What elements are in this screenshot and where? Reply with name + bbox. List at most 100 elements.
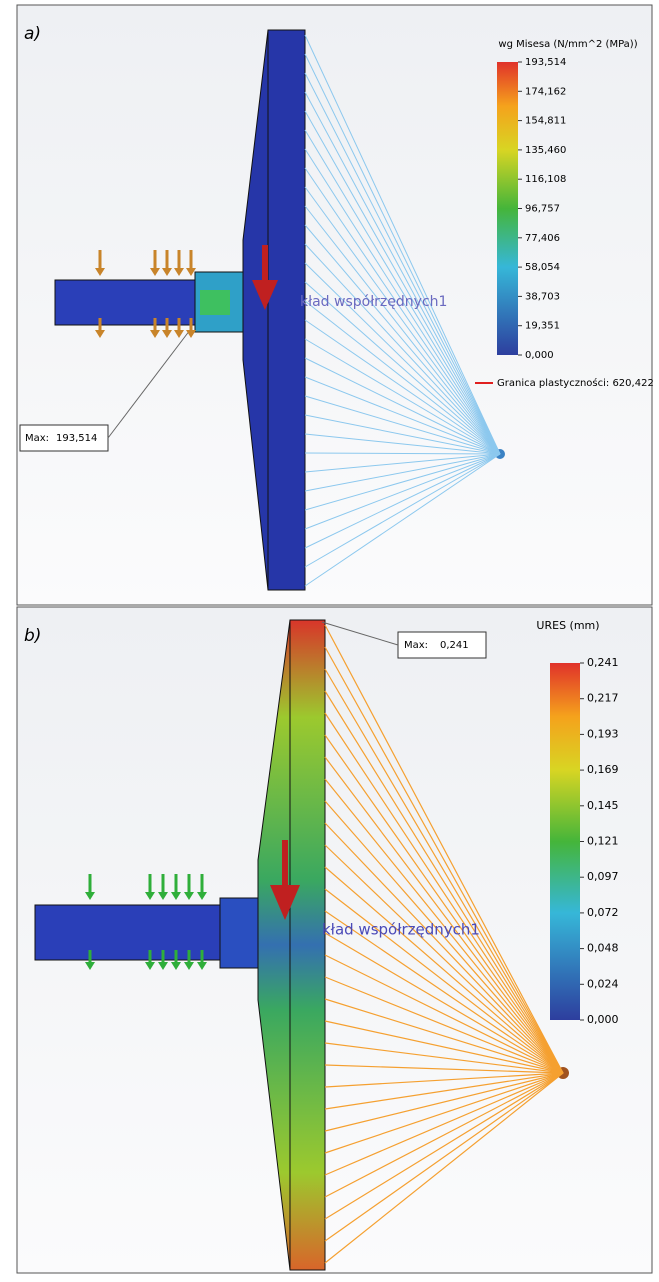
spread-line bbox=[324, 976, 564, 1074]
legend-tick-label: 0,193 bbox=[587, 727, 619, 740]
legend-tick-label: 0,000 bbox=[587, 1013, 619, 1026]
spread-line bbox=[304, 433, 501, 455]
spread-line bbox=[324, 954, 564, 1074]
spread-line bbox=[324, 998, 564, 1074]
fixture bbox=[85, 892, 95, 900]
spread-line bbox=[324, 646, 564, 1074]
fixture bbox=[150, 268, 160, 276]
spread-line bbox=[304, 91, 501, 455]
spread-line bbox=[324, 822, 564, 1074]
spread-line bbox=[304, 453, 501, 473]
color-scale bbox=[550, 663, 580, 1020]
model bbox=[19, 29, 518, 591]
fixture bbox=[162, 330, 172, 338]
spread-line bbox=[324, 1072, 564, 1198]
fixture bbox=[186, 268, 196, 276]
spread-line bbox=[324, 690, 564, 1074]
spread-line bbox=[324, 800, 564, 1074]
legend-tick-label: 0,048 bbox=[587, 942, 619, 955]
spread-line bbox=[324, 1072, 564, 1132]
spread-line bbox=[304, 453, 501, 492]
spread-line bbox=[304, 414, 501, 455]
spread-line bbox=[304, 110, 501, 455]
leader bbox=[321, 621, 399, 646]
max-box bbox=[19, 424, 109, 452]
legend-tick-label: 77,406 bbox=[525, 233, 560, 244]
spread-line bbox=[304, 453, 501, 549]
spread-line bbox=[304, 167, 501, 455]
panel-label: a) bbox=[24, 24, 41, 44]
legend-tick-label: 0,121 bbox=[587, 835, 619, 848]
fixture bbox=[162, 268, 172, 276]
spread-line bbox=[324, 888, 564, 1074]
panel-label: b) bbox=[24, 626, 41, 646]
legend-tick-label: 19,351 bbox=[525, 321, 560, 332]
yield-limit: Granica plastyczności: 620,422 bbox=[497, 377, 654, 389]
legend-tick-label: 193,514 bbox=[525, 57, 566, 68]
fixture bbox=[95, 330, 105, 338]
spread-line bbox=[304, 376, 501, 455]
coordinate-system: kład współrzędnych1 bbox=[322, 921, 480, 939]
fixture bbox=[184, 962, 194, 970]
spread-line bbox=[304, 395, 501, 455]
force-arrow bbox=[252, 280, 278, 310]
legend-tick-label: 38,703 bbox=[525, 291, 560, 302]
spread-line bbox=[304, 72, 501, 455]
legend-tick-label: 0,145 bbox=[587, 799, 619, 812]
spread-line bbox=[324, 1072, 564, 1220]
legend-tick-label: 116,108 bbox=[525, 174, 566, 185]
spread-line bbox=[324, 778, 564, 1074]
hotspot bbox=[200, 290, 230, 315]
fixture bbox=[95, 268, 105, 276]
shaft bbox=[34, 904, 226, 961]
fixture bbox=[174, 330, 184, 338]
leader bbox=[107, 329, 191, 439]
legend-tick-label: 0,097 bbox=[587, 870, 619, 883]
spread-line bbox=[304, 224, 501, 455]
spread-line bbox=[304, 281, 501, 455]
coordinate-system: kład współrzędnych1 bbox=[300, 294, 447, 310]
fixture bbox=[174, 268, 184, 276]
spread-line bbox=[304, 129, 501, 455]
spread-line bbox=[304, 357, 501, 455]
legend-tick-label: 0,241 bbox=[587, 656, 619, 669]
fixture bbox=[171, 892, 181, 900]
legend-title: URES (mm) bbox=[536, 619, 599, 632]
legend-tick-label: 0,217 bbox=[587, 692, 619, 705]
legend-tick-label: 96,757 bbox=[525, 204, 560, 215]
fixture bbox=[197, 892, 207, 900]
spread-line bbox=[304, 243, 501, 455]
spread-line bbox=[304, 186, 501, 455]
fixture bbox=[158, 962, 168, 970]
spread-line bbox=[324, 1072, 564, 1110]
color-scale bbox=[497, 62, 518, 355]
spread-line bbox=[304, 338, 501, 455]
fixture bbox=[158, 892, 168, 900]
legend-title: wg Misesa (N/mm^2 (MPa)) bbox=[498, 39, 637, 50]
fixture bbox=[184, 892, 194, 900]
spread-line bbox=[324, 1072, 564, 1088]
legend-tick-label: 174,162 bbox=[525, 86, 566, 97]
spread-line bbox=[304, 53, 501, 455]
fixture bbox=[145, 962, 155, 970]
fixture bbox=[145, 892, 155, 900]
fixture bbox=[85, 962, 95, 970]
spread-line bbox=[304, 452, 501, 455]
spread-line bbox=[304, 262, 501, 455]
spread-line bbox=[304, 319, 501, 455]
spread-line bbox=[324, 844, 564, 1074]
spread-line bbox=[324, 1072, 564, 1264]
max-label: Max: bbox=[404, 640, 428, 651]
spread-line bbox=[324, 668, 564, 1074]
spread-line bbox=[324, 712, 564, 1074]
shaft bbox=[54, 279, 206, 326]
spread-line bbox=[304, 453, 501, 511]
max-value: 193,514 bbox=[56, 433, 97, 444]
spread-line bbox=[324, 756, 564, 1074]
spread-line bbox=[324, 1020, 564, 1074]
spread-line bbox=[324, 910, 564, 1074]
spread-line bbox=[324, 734, 564, 1074]
legend-tick-label: 0,072 bbox=[587, 906, 619, 919]
spread-line bbox=[324, 1072, 564, 1176]
